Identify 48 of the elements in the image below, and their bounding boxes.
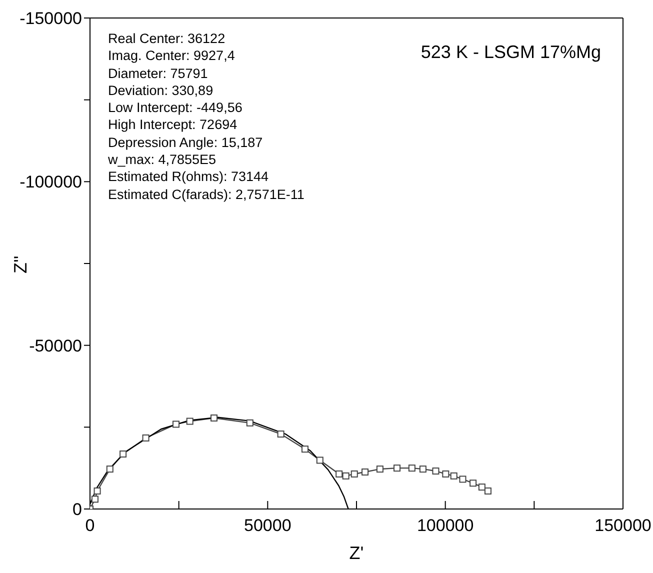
x-tick-label: 50000 — [244, 516, 292, 536]
y-tick-label: -150000 — [20, 9, 82, 28]
x-tick-label: 100000 — [416, 516, 474, 536]
annotation: Diameter: 75791 — [108, 64, 209, 82]
annotation: Depression Angle: 15,187 — [108, 134, 264, 152]
point — [419, 466, 426, 473]
annotation: Low Intercept: -449,56 — [108, 99, 244, 116]
point — [376, 466, 384, 473]
point — [342, 472, 350, 480]
annotation: Deviation: 330,89 — [108, 82, 214, 100]
annotation: Estimated R(ohms): 73144 — [108, 168, 270, 186]
point — [484, 487, 492, 494]
x-axis-title: Z' — [349, 543, 364, 563]
point — [94, 487, 101, 494]
point — [394, 464, 401, 472]
point — [246, 419, 254, 426]
point — [301, 446, 308, 453]
point — [120, 450, 127, 458]
point — [470, 480, 477, 487]
point — [442, 470, 450, 478]
y-tick-label: -50000 — [29, 336, 82, 356]
annotation: Real Center: 36122 — [108, 30, 226, 48]
point — [210, 414, 218, 422]
point — [432, 468, 440, 475]
y-axis-title: Z'' — [10, 256, 30, 274]
y-tick-label: 0 — [72, 500, 82, 520]
point — [336, 470, 343, 478]
annotation: w_max: 4,7855E5 — [108, 151, 218, 168]
point — [362, 468, 369, 476]
text: 523 K - LSGM 17%Mg — [420, 42, 601, 63]
point — [450, 472, 458, 480]
annotation: Estimated C(farads): 2,7571E-11 — [108, 186, 304, 203]
point — [106, 466, 114, 473]
point — [316, 456, 324, 464]
point — [186, 418, 194, 425]
point — [277, 430, 284, 438]
annotation: Imag. Center: 9927,4 — [108, 47, 236, 65]
point — [142, 434, 150, 442]
point — [350, 470, 358, 478]
point — [91, 496, 98, 503]
x-tick-label: 0 — [85, 516, 95, 536]
annotation: High Intercept: 72694 — [108, 116, 238, 134]
point — [172, 420, 180, 428]
point — [459, 476, 466, 483]
point — [478, 484, 486, 491]
point — [408, 464, 416, 472]
y-tick-label: -100000 — [20, 172, 82, 192]
x-tick-label: 150000 — [594, 516, 652, 536]
